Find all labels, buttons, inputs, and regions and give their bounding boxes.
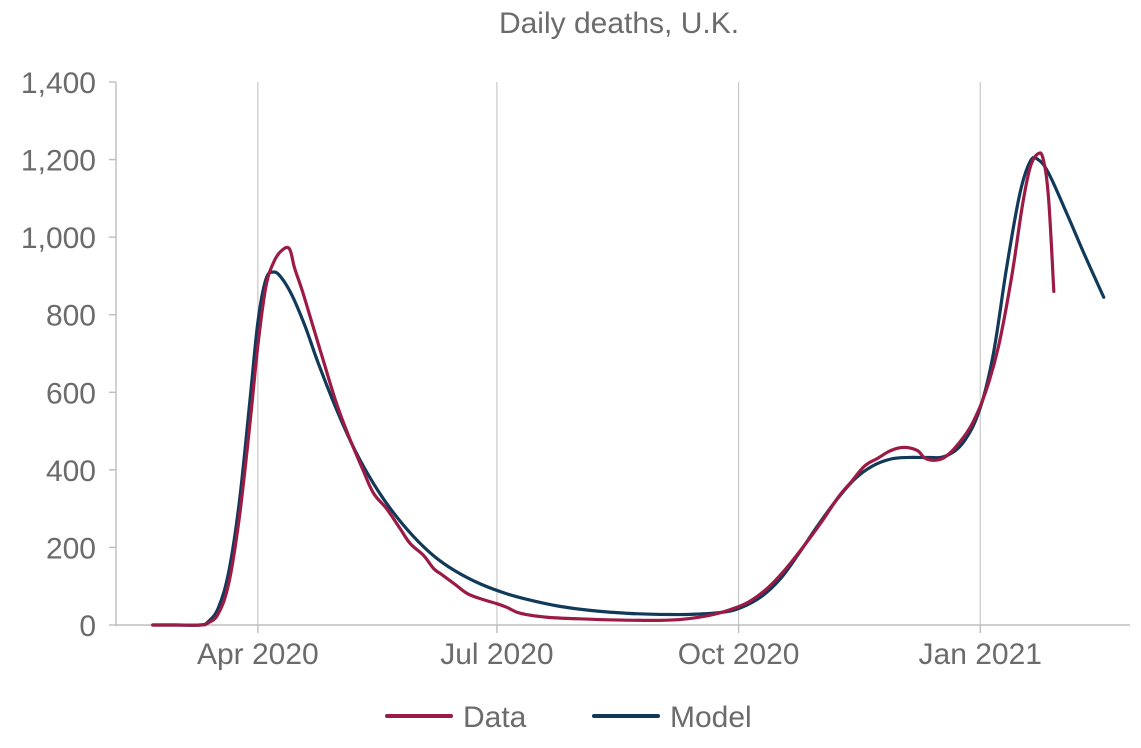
legend: Data Model [385, 701, 752, 734]
series-line-data [151, 151, 1056, 627]
axes [115, 82, 1130, 626]
legend-label-data: Data [463, 701, 527, 734]
y-tick-label-1: 200 [46, 532, 96, 565]
x-tick-label-3: Jan 2021 [919, 638, 1042, 671]
y-tick-label-4: 800 [46, 300, 96, 333]
y-tick-label-3: 600 [46, 377, 96, 410]
legend-label-model: Model [670, 701, 752, 734]
x-tick-label-2: Oct 2020 [678, 638, 800, 671]
x-axis-ticks: Apr 2020 Jul 2020 Oct 2020 Jan 2021 [197, 625, 1042, 671]
y-tick-label-5: 1,000 [21, 222, 96, 255]
y-tick-label-6: 1,200 [21, 145, 96, 178]
x-tick-label-1: Jul 2020 [440, 638, 553, 671]
series-line-model [151, 155, 1106, 627]
y-axis-ticks: 0 200 400 600 800 1,000 1,200 1,400 [21, 67, 116, 643]
y-tick-label-0: 0 [79, 610, 96, 643]
y-tick-label-2: 400 [46, 455, 96, 488]
series-lines [151, 151, 1106, 627]
x-tick-label-0: Apr 2020 [197, 638, 319, 671]
chart-title: Daily deaths, U.K. [499, 7, 739, 40]
gridlines [257, 82, 981, 625]
y-tick-label-7: 1,400 [21, 67, 96, 100]
